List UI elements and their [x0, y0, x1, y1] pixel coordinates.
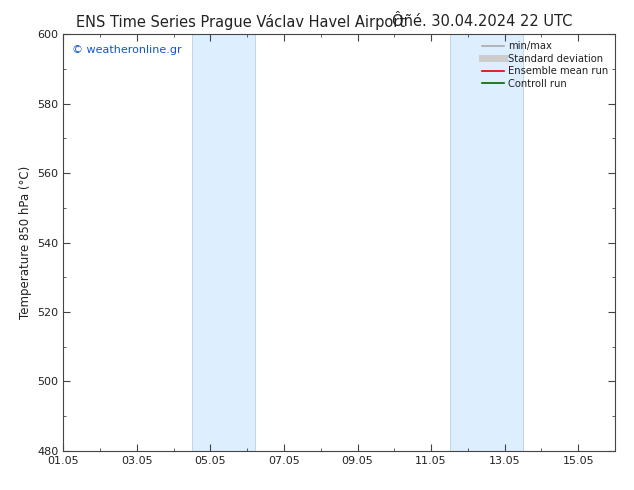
Y-axis label: Temperature 850 hPa (°C): Temperature 850 hPa (°C) — [19, 166, 32, 319]
Legend: min/max, Standard deviation, Ensemble mean run, Controll run: min/max, Standard deviation, Ensemble me… — [478, 37, 612, 93]
Text: ENS Time Series Prague Václav Havel Airport: ENS Time Series Prague Václav Havel Airp… — [76, 14, 406, 30]
Text: © weatheronline.gr: © weatheronline.gr — [72, 45, 181, 55]
Bar — [192, 34, 255, 451]
Bar — [450, 34, 523, 451]
Text: Ôñé. 30.04.2024 22 UTC: Ôñé. 30.04.2024 22 UTC — [392, 14, 572, 29]
